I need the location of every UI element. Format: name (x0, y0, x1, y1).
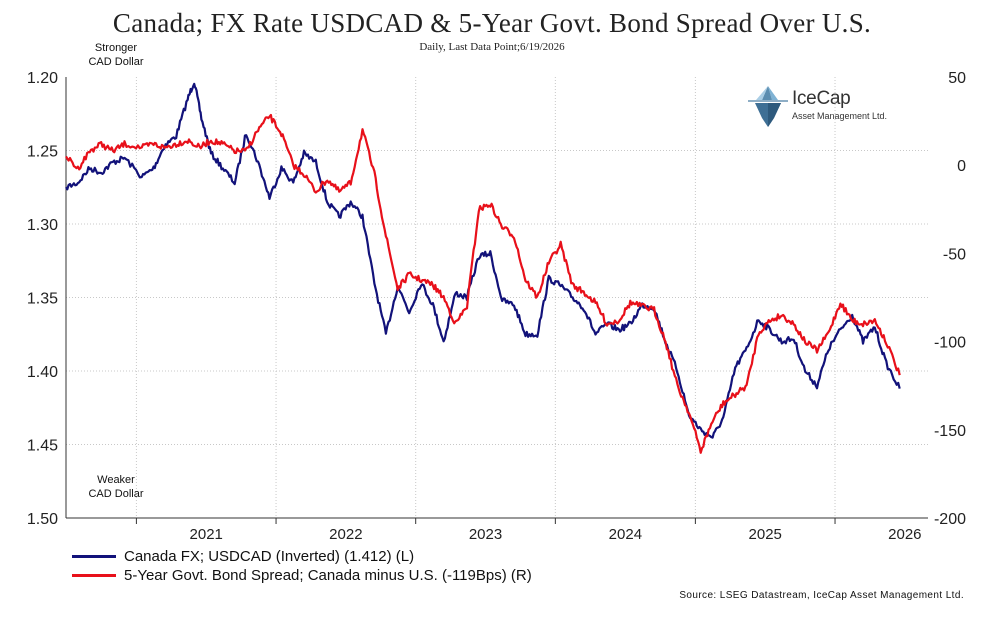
y-left-tick-label: 1.25 (27, 144, 58, 161)
chart-title: Canada; FX Rate USDCAD & 5-Year Govt. Bo… (112, 8, 872, 38)
y-left-tick-label: 1.40 (27, 364, 58, 381)
annotation-weaker-line1: Weaker (97, 474, 135, 486)
chart-legend: Canada FX; USDCAD (Inverted) (1.412) (L)… (72, 547, 532, 585)
annotation-stronger: Stronger CAD Dollar (76, 41, 156, 69)
gridlines (66, 77, 928, 518)
legend-item-fx: Canada FX; USDCAD (Inverted) (1.412) (L) (72, 547, 532, 566)
legend-label-fx: Canada FX; USDCAD (Inverted) (1.412) (L) (124, 548, 415, 565)
y-right-tick-label: -50 (943, 246, 966, 263)
legend-item-spread: 5-Year Govt. Bond Spread; Canada minus U… (72, 566, 532, 585)
annotation-stronger-line1: Stronger (94, 42, 138, 54)
x-tick-label: 2026 (888, 526, 921, 543)
y-right-tick-label: 50 (948, 70, 966, 87)
x-tick-label: 2023 (469, 526, 502, 543)
y-left-tick-label: 1.30 (27, 217, 58, 234)
chart-subtitle: Daily, Last Data Point;6/19/2026 (419, 41, 565, 53)
chart-series (65, 82, 901, 454)
annotation-weaker: Weaker CAD Dollar (76, 473, 156, 501)
annotation-stronger-line2: CAD Dollar (88, 56, 144, 68)
x-tick-label: 2025 (749, 526, 782, 543)
y-left-tick-label: 1.45 (27, 438, 58, 455)
source-note: Source: LSEG Datastream, IceCap Asset Ma… (679, 590, 964, 601)
tick-labels: 1.20 1.25 1.30 1.35 1.40 1.45 1.50 2021 2022 2023… (27, 70, 966, 543)
y-left-tick-label: 1.20 (27, 70, 58, 87)
logo-subtitle: Asset Management Ltd. (792, 111, 888, 121)
y-right-tick-label: -100 (934, 335, 966, 352)
chart-axes (65, 77, 928, 524)
icecap-logo: IceCap Asset Management Ltd. (744, 84, 914, 130)
legend-swatch-spread (72, 574, 116, 577)
y-left-tick-label: 1.50 (27, 511, 58, 528)
legend-swatch-fx (72, 555, 116, 558)
x-tick-label: 2024 (609, 526, 642, 543)
x-tick-label: 2021 (190, 526, 223, 543)
series-line-fx (65, 82, 901, 439)
series-line-spread (65, 113, 901, 454)
x-tick-label: 2022 (329, 526, 362, 543)
legend-label-spread: 5-Year Govt. Bond Spread; Canada minus U… (124, 567, 532, 584)
annotation-weaker-line2: CAD Dollar (88, 488, 144, 500)
y-right-tick-label: -200 (934, 511, 966, 528)
iceberg-icon (748, 86, 788, 127)
logo-name: IceCap (792, 88, 851, 109)
y-left-tick-label: 1.35 (27, 291, 58, 308)
y-right-tick-label: 0 (957, 158, 966, 175)
y-right-tick-label: -150 (934, 423, 966, 440)
